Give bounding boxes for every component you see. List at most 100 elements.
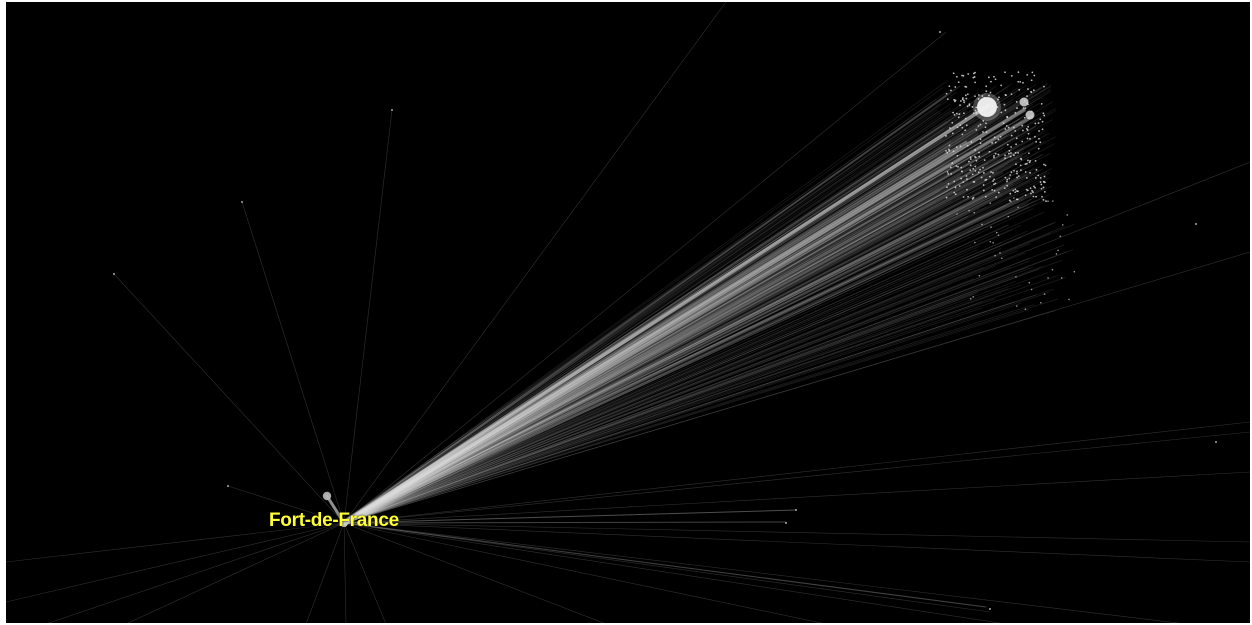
flow-line (343, 179, 944, 525)
destination-point (978, 274, 981, 277)
flow-line (343, 232, 1051, 524)
destination-point (965, 124, 968, 127)
destination-point (985, 178, 988, 181)
destination-point (1034, 135, 1036, 138)
flow-line (344, 152, 1028, 524)
flow-line (345, 139, 1001, 524)
destination-point (993, 189, 996, 192)
flow-line (343, 164, 989, 524)
destination-point (972, 167, 975, 170)
destination-point (1014, 191, 1017, 194)
flow-line (342, 193, 1019, 523)
destination-point (982, 189, 985, 192)
destination-point (950, 89, 952, 92)
flow-line (342, 205, 1007, 522)
flow-line (343, 187, 1002, 523)
flow-line (345, 194, 1013, 523)
destination-point (969, 156, 972, 159)
flow-line (48, 522, 345, 623)
flow-line (343, 109, 393, 524)
flow-line (343, 88, 1046, 523)
flow-line (344, 193, 967, 523)
destination-point (1061, 224, 1064, 226)
flow-line (345, 197, 1043, 526)
destination-point (1025, 128, 1028, 130)
flow-line (341, 88, 952, 525)
flow-map-canvas[interactable]: Fort-de-France (6, 2, 1250, 623)
destination-point (994, 78, 997, 81)
destination-point (227, 485, 229, 487)
destination-point (1035, 195, 1037, 198)
hub-markers (322, 93, 1035, 527)
flow-line (341, 94, 947, 524)
flow-line (341, 201, 1013, 526)
flow-line (344, 161, 984, 523)
flow-line (343, 522, 347, 623)
flow-line (345, 188, 1016, 525)
destination-point (1005, 94, 1007, 97)
flow-line (343, 201, 1029, 524)
destination-point (1031, 189, 1033, 192)
destination-point (988, 94, 990, 97)
destination-point (1032, 89, 1035, 92)
flow-line (343, 195, 984, 524)
flow-line (343, 294, 974, 524)
destination-point (1025, 162, 1028, 165)
destination-point (948, 85, 951, 88)
flow-line (6, 522, 345, 603)
destination-point (939, 31, 941, 33)
flow-line (342, 181, 985, 524)
flow-line-major (342, 116, 1032, 525)
flow-line (343, 201, 1017, 523)
destination-point (964, 85, 967, 88)
destination-point (974, 156, 977, 159)
flow-line (343, 107, 952, 523)
destination-point (1040, 183, 1043, 186)
destination-point (1000, 84, 1003, 87)
destination-point (1010, 171, 1013, 174)
destination-point (949, 166, 952, 169)
destination-point (1055, 253, 1058, 255)
destination-point (1004, 71, 1006, 74)
flow-line (344, 124, 1025, 525)
destination-point (972, 296, 974, 298)
destination-point (952, 111, 955, 114)
flow-line (343, 126, 1037, 524)
destination-point (1041, 120, 1044, 123)
destination-point (981, 95, 984, 97)
hub-destination (1019, 97, 1029, 107)
flow-line (342, 154, 1043, 524)
flow-line (343, 181, 969, 524)
destination-point (1027, 132, 1030, 135)
flow-line (344, 145, 1026, 523)
destination-point (989, 608, 991, 610)
flow-line (343, 94, 947, 526)
destination-point (961, 98, 964, 101)
flow-line (343, 215, 969, 524)
destination-point (1066, 214, 1069, 216)
flow-line (342, 167, 970, 526)
flow-line (345, 200, 1036, 525)
flow-line (344, 187, 1035, 526)
destination-point (993, 178, 996, 181)
destination-point (978, 155, 981, 158)
hub-fort-de-france (340, 519, 348, 527)
destination-point (964, 117, 967, 120)
flow-line (345, 141, 1046, 524)
flow-line (343, 190, 953, 524)
destination-point (990, 226, 992, 228)
destination-point (1019, 80, 1022, 83)
destination-point (949, 127, 951, 129)
flow-line (343, 522, 386, 623)
destination-point (1001, 257, 1003, 260)
flow-line (342, 136, 1029, 525)
destination-point (995, 231, 998, 234)
flow-line (343, 155, 1023, 524)
flow-line (343, 155, 1013, 522)
destination-point (968, 209, 970, 212)
destination-point (945, 135, 947, 137)
destination-point (1009, 155, 1012, 158)
destination-point (1043, 293, 1046, 295)
destination-point (966, 144, 969, 147)
flow-line (345, 156, 1019, 522)
